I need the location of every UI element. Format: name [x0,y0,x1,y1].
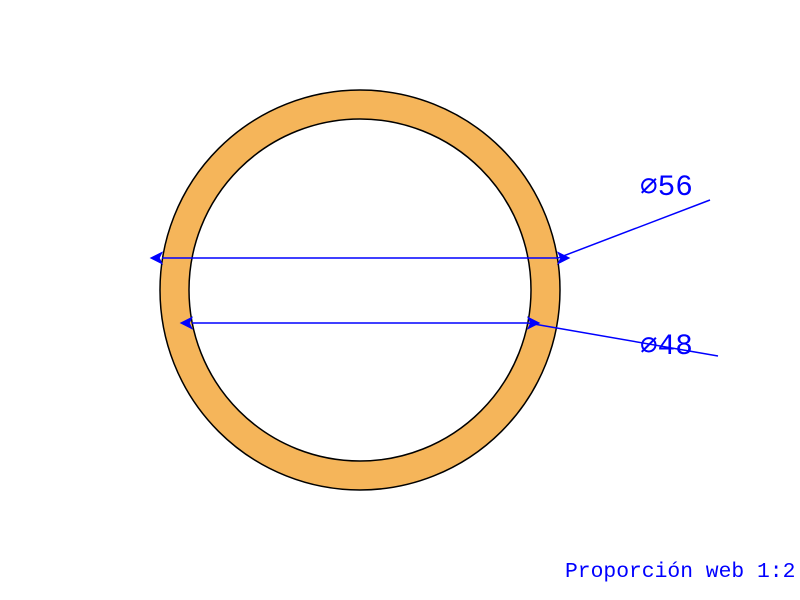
outer-diameter-label: ∅56 [640,168,693,204]
ring-shape [160,90,560,490]
scale-footer-label: Proporción web 1:2 [565,560,795,584]
diagram-svg [0,0,800,600]
diagram-canvas: ∅56 ∅48 Proporción web 1:2 [0,0,800,600]
dimension-lines [162,200,718,356]
inner-diameter-label: ∅48 [640,327,693,363]
